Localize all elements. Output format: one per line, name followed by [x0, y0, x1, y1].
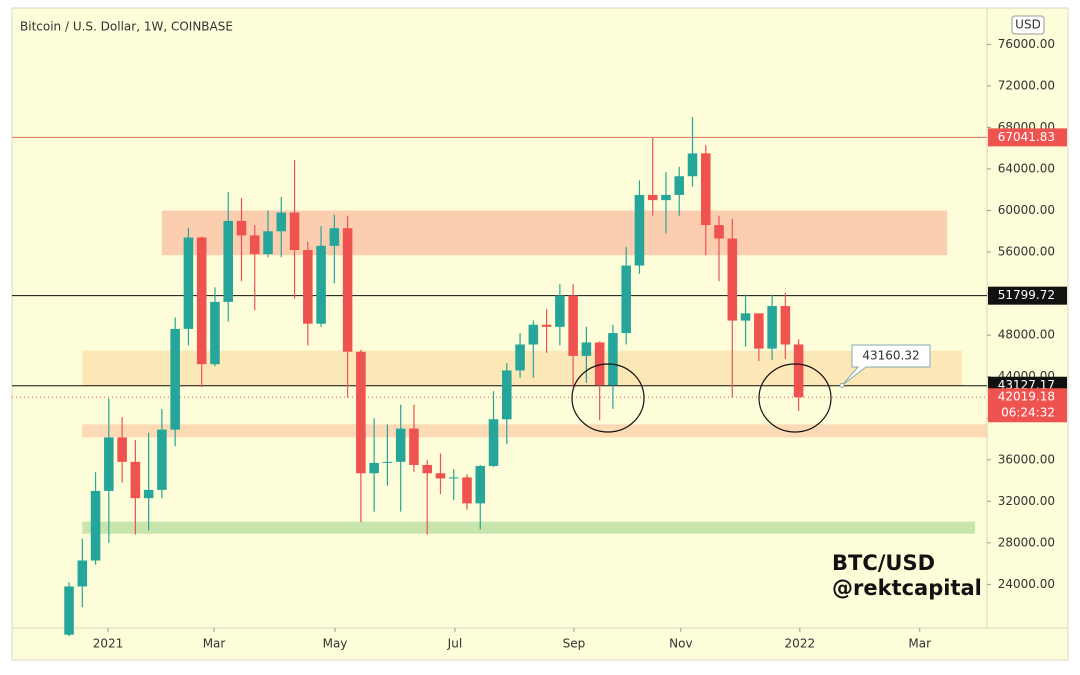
chart-title: Bitcoin / U.S. Dollar, 1W, COINBASE [20, 20, 233, 34]
zone [82, 521, 976, 534]
candle-body [157, 429, 167, 490]
candle-body [422, 464, 432, 474]
candle-body [528, 324, 539, 345]
y-tick-label: 76000.00 [998, 37, 1055, 51]
y-tick-label: 24000.00 [998, 577, 1055, 591]
candle-body [77, 560, 88, 587]
candle-body [249, 235, 260, 255]
price-axis [986, 7, 1069, 629]
candle-body [488, 419, 499, 466]
y-tick-label: 48000.00 [998, 328, 1055, 342]
candle-body [793, 344, 804, 398]
y-tick-label: 56000.00 [998, 245, 1055, 259]
unit-label: USD [1015, 18, 1041, 32]
candle-body [263, 231, 273, 255]
candle-body [64, 586, 74, 635]
candle-body [130, 461, 141, 499]
candle-body [170, 328, 180, 430]
unit-box [1011, 15, 1045, 35]
candle-body [674, 176, 685, 195]
time-axis [11, 627, 1069, 661]
watermark: @rektcapital [832, 576, 982, 600]
y-tick-label: 36000.00 [998, 452, 1055, 466]
y-tick-label: 28000.00 [998, 535, 1055, 549]
candle-body [143, 489, 154, 499]
callout-label: 43160.32 [862, 349, 919, 363]
candle-body [104, 437, 114, 491]
candle-body [223, 220, 233, 302]
x-tick-label: 2022 [785, 637, 816, 651]
candle-body [475, 465, 486, 504]
price-tag [988, 128, 1067, 147]
candle-body [502, 370, 512, 420]
candle-body [687, 153, 698, 177]
candle-body [555, 295, 565, 327]
candle-body [714, 225, 724, 239]
price-tag-label: 42019.18 [998, 390, 1055, 404]
x-tick-label: Sep [563, 637, 586, 651]
candle-body [196, 237, 207, 365]
candle-body [621, 265, 631, 334]
x-tick-label: Mar [908, 637, 931, 651]
candle-body [342, 228, 353, 352]
price-tag-label: 67041.83 [998, 130, 1055, 144]
y-tick-label: 72000.00 [998, 78, 1055, 92]
candle-body [90, 490, 101, 561]
candle-body [581, 342, 592, 356]
highlight-circle [571, 363, 645, 433]
price-tag [988, 388, 1067, 423]
callout-box [841, 344, 931, 386]
candle-body [594, 342, 605, 385]
price-tag-label: 51799.72 [998, 288, 1055, 302]
callout-anchor [839, 382, 845, 388]
candle-body [647, 194, 658, 201]
candle-body [727, 238, 738, 321]
candle-body [608, 333, 618, 385]
zone [82, 424, 987, 438]
candle-body [448, 477, 459, 479]
candle-body [395, 428, 406, 462]
candle-body [369, 462, 379, 474]
candle-body [515, 344, 525, 371]
highlight-circle [758, 363, 832, 433]
x-tick-label: May [323, 637, 348, 651]
candle-body [183, 237, 194, 329]
candle-body [117, 437, 127, 462]
candle-body [661, 194, 671, 201]
candle-body [236, 220, 247, 236]
candle-body [382, 461, 393, 463]
y-tick-label: 60000.00 [998, 203, 1055, 217]
candle-body [634, 194, 645, 266]
candle-body [568, 295, 578, 356]
candle-body [316, 245, 326, 324]
candle-body [754, 313, 764, 349]
x-tick-label: Jul [447, 637, 462, 651]
candle-body [303, 249, 313, 324]
candle-body [356, 351, 366, 474]
candle-body [276, 212, 287, 232]
x-tick-label: 2021 [93, 637, 124, 651]
candle-body [462, 477, 472, 504]
candle-body [289, 212, 300, 250]
y-tick-label: 32000.00 [998, 494, 1055, 508]
candle-body [780, 306, 791, 345]
y-tick-label: 64000.00 [998, 161, 1055, 175]
plot-background [11, 7, 988, 629]
price-tag [988, 286, 1067, 305]
candle-body [409, 428, 419, 465]
x-tick-label: Nov [669, 637, 692, 651]
candle-body [329, 228, 340, 246]
countdown: 06:24:32 [1001, 406, 1055, 420]
candle-body [740, 313, 751, 321]
x-tick-label: Mar [203, 637, 226, 651]
candle-body [541, 324, 552, 327]
candle-body [767, 306, 777, 349]
candle-body [210, 301, 220, 365]
candle-body [701, 153, 711, 226]
watermark: BTC/USD [832, 551, 935, 575]
candle-body [435, 473, 446, 479]
